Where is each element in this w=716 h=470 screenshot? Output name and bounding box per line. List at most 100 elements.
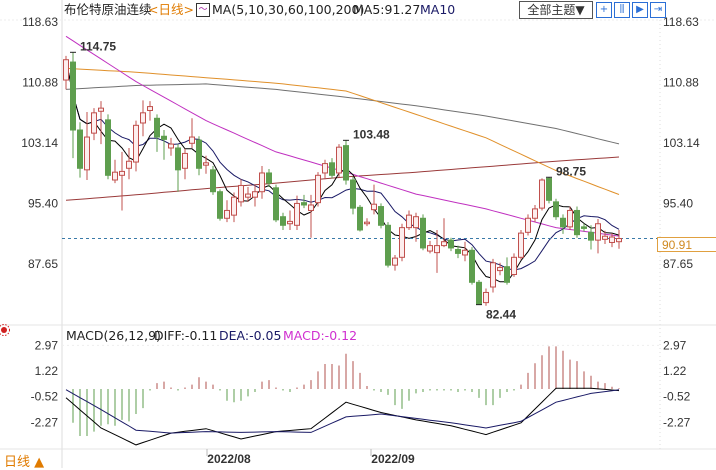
candle-body	[112, 171, 118, 181]
y-tick-left: 118.63	[22, 15, 58, 29]
theme-dropdown[interactable]: 全部主题▼	[519, 1, 593, 19]
ma5-value: MA5:91.27	[353, 2, 421, 17]
candle-body	[77, 129, 83, 169]
candle	[441, 218, 447, 248]
candle-body	[140, 112, 146, 124]
candle	[196, 136, 202, 176]
candle-body	[273, 187, 279, 221]
extreme-price-annotations: 114.75 103.48 98.75 82.44	[70, 39, 586, 322]
macd-y-tick-right: 2.97	[663, 338, 687, 352]
macd-y-tick-left: 2.97	[35, 338, 59, 352]
candle-body	[483, 291, 489, 304]
candle	[63, 55, 69, 90]
candle	[413, 212, 419, 242]
period-selector[interactable]: 日线 ▲	[4, 455, 45, 470]
candle	[231, 192, 237, 223]
candle	[98, 101, 104, 145]
candle-body	[392, 257, 398, 266]
candle	[84, 112, 90, 180]
jump-end-icon[interactable]: ⇥	[650, 2, 666, 18]
candle-body	[602, 235, 608, 240]
y-tick-right: 110.88	[663, 76, 699, 90]
candle-body	[518, 232, 524, 258]
candle	[336, 144, 342, 177]
macd-y-tick-right: -2.27	[663, 415, 691, 429]
candle-body	[357, 206, 363, 231]
candle	[560, 214, 566, 234]
candle-body	[546, 177, 552, 201]
high-price-label: 98.75	[556, 164, 586, 178]
y-tick-right: 103.14	[663, 136, 700, 150]
period-tag[interactable]: <日线>	[148, 2, 194, 17]
macd-y-tick-right: -0.52	[663, 390, 691, 404]
candle	[483, 288, 489, 306]
candle-body	[343, 145, 349, 181]
candle	[546, 177, 552, 204]
candle	[329, 158, 335, 179]
candle-body	[70, 61, 76, 131]
candle	[238, 179, 244, 207]
candle	[371, 184, 377, 215]
y-tick-left: 103.14	[21, 136, 58, 150]
candle	[497, 262, 503, 276]
diff-line	[65, 387, 620, 446]
candle	[385, 222, 391, 268]
candlesticks	[63, 52, 622, 306]
candle	[168, 137, 174, 156]
candle-body	[448, 239, 454, 249]
candle	[581, 223, 587, 232]
candle-body	[609, 236, 615, 243]
candle	[357, 204, 363, 232]
candle-body	[413, 216, 419, 229]
ma60-line	[65, 67, 620, 195]
candle	[455, 245, 461, 259]
candle	[147, 101, 153, 121]
candle-body	[133, 124, 139, 163]
ma5-line	[65, 59, 620, 283]
y-tick-left: 110.88	[22, 76, 58, 90]
candle	[210, 165, 216, 195]
candle-body	[231, 196, 237, 216]
candle-body	[315, 174, 321, 204]
candle-body	[63, 59, 69, 81]
dea-line	[65, 389, 620, 434]
candle-body	[616, 237, 622, 243]
candle	[434, 229, 440, 273]
candle	[322, 159, 328, 180]
candle	[539, 178, 545, 211]
candle-body	[217, 191, 223, 219]
candle	[525, 214, 531, 236]
macd-y-tick-right: 1.22	[663, 364, 687, 378]
candle-body	[189, 136, 195, 144]
zoom-range-icon[interactable]: ⫼	[614, 2, 630, 18]
candle-body	[539, 179, 545, 209]
candle-body	[224, 209, 230, 219]
candle-body	[259, 172, 265, 193]
candle	[203, 155, 209, 174]
candle	[161, 130, 167, 160]
candle	[140, 100, 146, 137]
candle-body	[245, 193, 251, 198]
crosshair-icon[interactable]: +	[596, 2, 612, 18]
x-tick-label: 2022/09	[371, 452, 415, 466]
chart-type-icon[interactable]: 〜	[196, 3, 210, 17]
candle-body	[504, 266, 510, 283]
macd-histogram	[72, 346, 620, 437]
candle	[392, 254, 398, 271]
candle-body	[511, 256, 517, 275]
macd-y-tick-left: -2.27	[31, 415, 59, 429]
candle-body	[595, 223, 601, 241]
y-tick-left: 87.65	[28, 257, 58, 271]
candle-body	[434, 245, 440, 254]
candle-body	[462, 249, 468, 256]
candle	[133, 120, 139, 172]
candle	[490, 258, 496, 293]
ma10-line	[65, 59, 620, 271]
candle	[406, 210, 412, 230]
candle	[602, 230, 608, 245]
instrument-title: 布伦特原油连续	[64, 2, 152, 17]
y-tick-right: 95.40	[663, 196, 693, 210]
ma-params[interactable]: MA(5,10,30,60,100,200)	[212, 2, 365, 17]
play-step-icon[interactable]: ▶	[632, 2, 648, 18]
